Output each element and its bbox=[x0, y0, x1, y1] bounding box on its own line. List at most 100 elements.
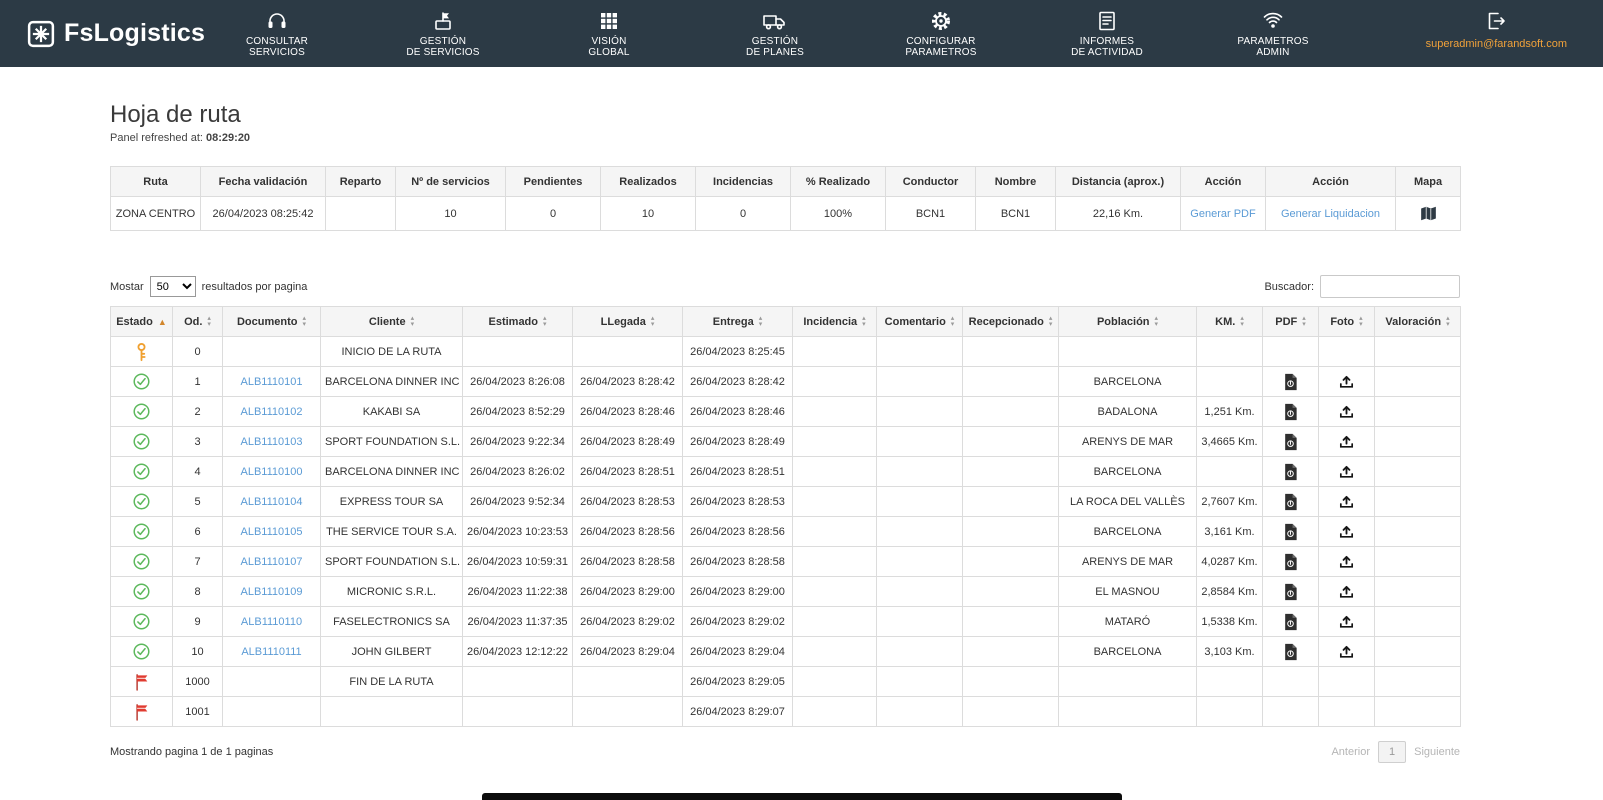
upload-photo-icon[interactable] bbox=[1338, 613, 1355, 630]
cell-km: 2,8584 Km. bbox=[1196, 576, 1263, 607]
col-1-sort[interactable]: Od. ▴ ▾ bbox=[172, 306, 223, 337]
documento-link[interactable]: ALB1110103 bbox=[240, 435, 303, 448]
upload-photo-icon[interactable] bbox=[1338, 553, 1355, 570]
results-suffix: resultados por pagina bbox=[201, 280, 308, 293]
upload-photo-icon[interactable] bbox=[1338, 403, 1355, 420]
siguiente-button[interactable]: Siguiente bbox=[1414, 746, 1460, 758]
nav-item-label: GESTIÓN DE SERVICIOS bbox=[406, 35, 480, 59]
anterior-button[interactable]: Anterior bbox=[1331, 746, 1370, 758]
col-label: Valoración bbox=[1385, 315, 1442, 328]
col-11-sort[interactable]: KM. ▴ ▾ bbox=[1196, 306, 1263, 337]
logout-icon[interactable] bbox=[1484, 9, 1508, 33]
nav-item-visi-n[interactable]: VISIÓN GLOBAL bbox=[564, 9, 654, 59]
summary-incidencias: 0 bbox=[695, 196, 791, 231]
col-7-sort[interactable]: Incidencia ▴ ▾ bbox=[792, 306, 877, 337]
documento-link[interactable]: ALB1110110 bbox=[240, 615, 303, 628]
col-14-sort[interactable]: Valoración ▴ ▾ bbox=[1374, 306, 1461, 337]
col-0-sort[interactable]: Estado ▲ bbox=[110, 306, 173, 337]
map-icon[interactable] bbox=[1419, 205, 1438, 222]
pdf-file-icon[interactable] bbox=[1283, 553, 1298, 571]
cell-od: 1001 bbox=[172, 696, 223, 727]
col-label: Comentario bbox=[884, 315, 946, 328]
cell-llegada: 26/04/2023 8:29:00 bbox=[572, 576, 683, 607]
cell-recepcionado bbox=[962, 456, 1059, 487]
generar-pdf-link[interactable]: Generar PDF bbox=[1190, 207, 1256, 220]
nav-item-parametros[interactable]: PARAMETROS ADMIN bbox=[1228, 9, 1318, 59]
col-9-sort[interactable]: Recepcionado ▴ ▾ bbox=[962, 306, 1059, 337]
col-4-sort[interactable]: Estimado ▴ ▾ bbox=[462, 306, 573, 337]
col-12-sort[interactable]: PDF ▴ ▾ bbox=[1262, 306, 1319, 337]
cell-cliente: MICRONIC S.R.L. bbox=[320, 576, 463, 607]
col-6-sort[interactable]: Entrega ▴ ▾ bbox=[682, 306, 793, 337]
col-label: Foto bbox=[1330, 315, 1355, 328]
cell-cliente: BARCELONA DINNER INC bbox=[320, 366, 463, 397]
check-circle-icon bbox=[132, 432, 151, 451]
upload-photo-icon[interactable] bbox=[1338, 373, 1355, 390]
nav-item-informes[interactable]: INFORMES DE ACTIVIDAD bbox=[1062, 9, 1152, 59]
documento-link[interactable]: ALB1110107 bbox=[240, 555, 303, 568]
cell-entrega: 26/04/2023 8:28:53 bbox=[682, 486, 793, 517]
documento-link[interactable]: ALB1110102 bbox=[240, 405, 303, 418]
cell-llegada: 26/04/2023 8:28:58 bbox=[572, 546, 683, 577]
pdf-file-icon[interactable] bbox=[1283, 613, 1298, 631]
upload-photo-icon[interactable] bbox=[1338, 523, 1355, 540]
pdf-file-icon[interactable] bbox=[1283, 403, 1298, 421]
documento-link[interactable]: ALB1110109 bbox=[240, 585, 303, 598]
col-label: Od. bbox=[184, 315, 203, 328]
summary-col-12: Acción bbox=[1265, 166, 1396, 197]
cell-poblacion: BARCELONA bbox=[1058, 516, 1197, 547]
cell-incidencia bbox=[792, 576, 877, 607]
sort-carets-icon: ▴ ▾ bbox=[1359, 315, 1363, 328]
user-email[interactable]: superadmin@farandsoft.com bbox=[1425, 38, 1567, 50]
upload-photo-icon[interactable] bbox=[1338, 463, 1355, 480]
documento-link[interactable]: ALB1110105 bbox=[240, 525, 303, 538]
nav-item-gesti-n[interactable]: GESTIÓN DE SERVICIOS bbox=[398, 9, 488, 59]
col-3-sort[interactable]: Cliente ▴ ▾ bbox=[320, 306, 463, 337]
gear-icon bbox=[929, 9, 953, 33]
cell-estimado: 26/04/2023 9:22:34 bbox=[462, 426, 573, 457]
cell-valoracion bbox=[1374, 456, 1461, 487]
page-size-select[interactable]: 50 bbox=[149, 276, 196, 297]
cell-valoracion bbox=[1374, 606, 1461, 637]
upload-photo-icon[interactable] bbox=[1338, 493, 1355, 510]
pdf-file-icon[interactable] bbox=[1283, 583, 1298, 601]
col-13-sort[interactable]: Foto ▴ ▾ bbox=[1318, 306, 1375, 337]
pdf-file-icon[interactable] bbox=[1283, 643, 1298, 661]
cell-recepcionado bbox=[962, 636, 1059, 667]
col-10-sort[interactable]: Población ▴ ▾ bbox=[1058, 306, 1197, 337]
upload-photo-icon[interactable] bbox=[1338, 643, 1355, 660]
documento-link[interactable]: ALB1110100 bbox=[240, 465, 303, 478]
documento-link[interactable]: ALB1110111 bbox=[241, 645, 302, 658]
cell-incidencia bbox=[792, 426, 877, 457]
col-5-sort[interactable]: LLegada ▴ ▾ bbox=[572, 306, 683, 337]
pdf-file-icon[interactable] bbox=[1283, 523, 1298, 541]
cell-valoracion bbox=[1374, 546, 1461, 577]
page-number-button[interactable]: 1 bbox=[1378, 741, 1407, 763]
pdf-file-icon[interactable] bbox=[1283, 493, 1298, 511]
cell-km: 2,7607 Km. bbox=[1196, 486, 1263, 517]
pdf-file-icon[interactable] bbox=[1283, 373, 1298, 391]
flag-icon bbox=[134, 673, 150, 691]
pdf-file-icon[interactable] bbox=[1283, 433, 1298, 451]
summary-col-8: Conductor bbox=[885, 166, 976, 197]
cell-comentario bbox=[876, 666, 963, 697]
nav-menu: CONSULTAR SERVICIOS GESTIÓN DE SERVICIOS VIS… bbox=[232, 0, 1318, 67]
documento-link[interactable]: ALB1110104 bbox=[240, 495, 303, 508]
documento-link[interactable]: ALB1110101 bbox=[240, 375, 303, 388]
cell-valoracion bbox=[1374, 666, 1461, 697]
cell-incidencia bbox=[792, 516, 877, 547]
sort-carets-icon: ▴ ▾ bbox=[950, 315, 955, 328]
brand[interactable]: FsLogistics bbox=[26, 19, 205, 49]
col-2-sort[interactable]: Documento ▴ ▾ bbox=[222, 306, 321, 337]
summary-col-3: Nº de servicios bbox=[395, 166, 506, 197]
generar-liquidacion-link[interactable]: Generar Liquidacion bbox=[1280, 207, 1381, 220]
upload-photo-icon[interactable] bbox=[1338, 433, 1355, 450]
upload-photo-icon[interactable] bbox=[1338, 583, 1355, 600]
search-input[interactable] bbox=[1320, 275, 1460, 298]
summary-col-6: Incidencias bbox=[695, 166, 791, 197]
nav-item-consultar[interactable]: CONSULTAR SERVICIOS bbox=[232, 9, 322, 59]
nav-item-gesti-n[interactable]: GESTIÓN DE PLANES bbox=[730, 9, 820, 59]
pdf-file-icon[interactable] bbox=[1283, 463, 1298, 481]
nav-item-configurar[interactable]: CONFIGURAR PARAMETROS bbox=[896, 9, 986, 59]
col-8-sort[interactable]: Comentario ▴ ▾ bbox=[876, 306, 963, 337]
